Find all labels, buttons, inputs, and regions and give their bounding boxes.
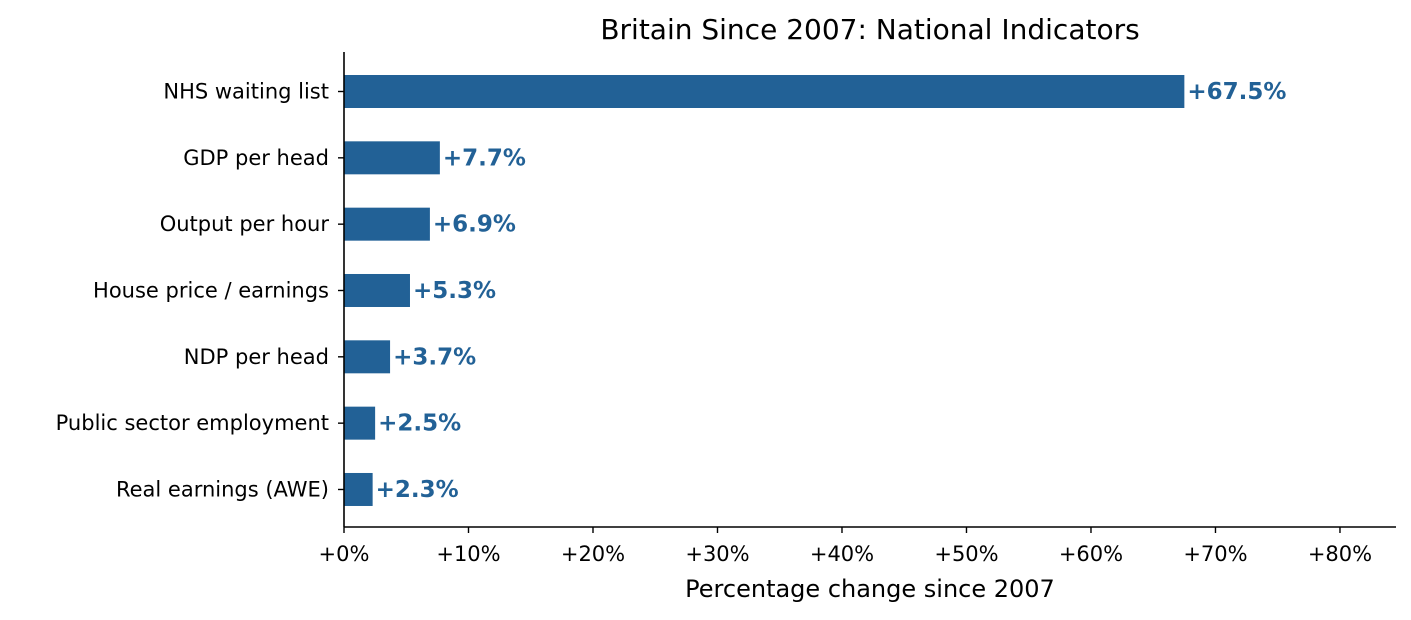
bar — [344, 207, 430, 241]
x-tick-label: +80% — [1308, 542, 1372, 566]
data-label: +7.7% — [443, 145, 526, 171]
category-label: GDP per head — [183, 146, 329, 170]
x-tick-label: +50% — [934, 542, 998, 566]
x-axis: +0% +10% +20% +30% +40% +50% +60% +70% +80% — [319, 527, 1372, 566]
category-label: NHS waiting list — [163, 80, 329, 104]
data-labels-layer: +67.5% +7.7% +6.9% +5.3% +3.7% +2.5% +2.3% — [376, 79, 1287, 503]
data-label: +67.5% — [1187, 79, 1286, 105]
category-label: House price / earnings — [93, 278, 329, 302]
category-labels-layer: NHS waiting list GDP per head Output per h… — [56, 80, 344, 501]
bar — [344, 340, 391, 374]
data-label: +6.9% — [433, 212, 516, 238]
bar — [344, 472, 373, 506]
bars-layer — [344, 75, 1185, 506]
data-label: +5.3% — [413, 278, 496, 304]
x-tick-label: +60% — [1059, 542, 1123, 566]
x-tick-label: +70% — [1183, 542, 1247, 566]
data-label: +2.3% — [376, 477, 459, 503]
chart-title: Britain Since 2007: National Indicators — [600, 13, 1139, 46]
x-axis-label: Percentage change since 2007 — [685, 575, 1055, 603]
bar — [344, 406, 376, 440]
category-label: Real earnings (AWE) — [116, 477, 329, 501]
bar — [344, 273, 410, 307]
x-tick-label: +10% — [436, 542, 500, 566]
bar — [344, 75, 1185, 108]
data-label: +2.5% — [378, 411, 461, 437]
x-tick-label: +40% — [810, 542, 874, 566]
bar — [344, 141, 440, 175]
x-tick-label: +0% — [319, 542, 370, 566]
data-label: +3.7% — [393, 344, 476, 370]
category-label: Output per hour — [160, 212, 330, 236]
x-tick-label: +20% — [561, 542, 625, 566]
category-label: Public sector employment — [56, 411, 329, 435]
x-tick-label: +30% — [685, 542, 749, 566]
category-label: NDP per head — [184, 345, 329, 369]
